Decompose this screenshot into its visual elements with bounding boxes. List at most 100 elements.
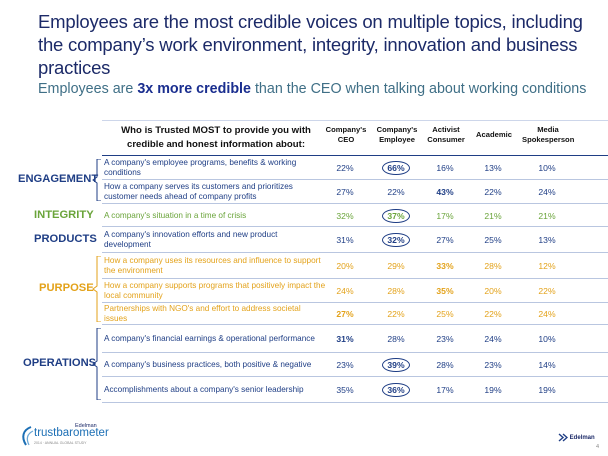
cell-value: 25%: [484, 235, 502, 245]
value-cell: 22%: [468, 303, 518, 325]
value-cell: 13%: [468, 156, 518, 180]
circled-value: 36%: [382, 383, 410, 397]
value-cell: 27%: [320, 180, 370, 204]
value-cell: 24%: [522, 180, 572, 204]
column-header-employee: Company's Employee: [376, 125, 418, 144]
cell-value: 27%: [336, 187, 354, 197]
table-row: Partnerships with NGO's and effort to ad…: [102, 303, 608, 325]
table-row: Accomplishments about a company's senior…: [102, 377, 608, 403]
cell-value: 13%: [538, 235, 556, 245]
cell-value: 28%: [484, 261, 502, 271]
value-cell: 23%: [468, 353, 518, 377]
cell-value: 19%: [538, 385, 556, 395]
table-row: A company's financial earnings & operati…: [102, 325, 608, 353]
value-cell: 29%: [371, 253, 421, 279]
value-cell: 17%: [420, 377, 470, 403]
cell-value: 28%: [387, 334, 405, 344]
cell-value: 12%: [538, 261, 556, 271]
cell-value: 23%: [336, 360, 354, 370]
value-cell: 36%: [371, 377, 421, 403]
cell-value: 24%: [538, 309, 556, 319]
value-cell: 32%: [320, 204, 370, 227]
cell-value: 28%: [387, 286, 405, 296]
cell-value: 17%: [436, 385, 454, 395]
value-cell: 23%: [420, 325, 470, 353]
trustbarometer-logo: Edelman trustbarometer 2014 · ANNUAL GLO…: [20, 423, 109, 449]
group-label: OPERATIONS: [23, 357, 97, 369]
credibility-table: Who is Trusted MOST to provide you with …: [102, 120, 608, 422]
value-cell: 33%: [420, 253, 470, 279]
value-cell: 35%: [320, 377, 370, 403]
cell-value: 22%: [336, 163, 354, 173]
value-cell: 23%: [320, 353, 370, 377]
value-cell: 43%: [420, 180, 470, 204]
cell-value: 27%: [336, 309, 354, 319]
cell-value: 24%: [538, 187, 556, 197]
cell-value: 14%: [538, 360, 556, 370]
value-cell: 25%: [420, 303, 470, 325]
cell-value: 31%: [336, 235, 354, 245]
value-cell: 37%: [371, 204, 421, 227]
value-cell: 28%: [371, 279, 421, 303]
cell-value: 24%: [336, 286, 354, 296]
group-bracket: [92, 256, 101, 322]
subtitle-tail: than the CEO when talking about working …: [250, 81, 587, 97]
table-row: A company's innovation efforts and new p…: [102, 227, 608, 253]
circled-value: 39%: [382, 358, 410, 372]
column-header-academic: Academic: [476, 130, 512, 139]
value-cell: 20%: [320, 253, 370, 279]
cell-value: 17%: [436, 210, 454, 221]
cell-value: 22%: [538, 286, 556, 296]
value-cell: 28%: [371, 325, 421, 353]
value-cell: 35%: [420, 279, 470, 303]
cell-value: 19%: [484, 385, 502, 395]
value-cell: 25%: [468, 227, 518, 253]
value-cell: 39%: [371, 353, 421, 377]
table-header: Who is Trusted MOST to provide you with …: [102, 120, 608, 156]
value-cell: 66%: [371, 156, 421, 180]
topic-label: A company's innovation efforts and new p…: [104, 230, 278, 249]
group-bracket: [92, 328, 101, 400]
logo-tagline: 2014 · ANNUAL GLOBAL STUDY: [34, 441, 87, 445]
group-label: PRODUCTS: [34, 233, 97, 245]
circled-value: 32%: [382, 233, 410, 247]
value-cell: 27%: [320, 303, 370, 325]
cell-value: 33%: [436, 261, 454, 271]
table-row: A company's employee programs, benefits …: [102, 156, 608, 180]
cell-value: 22%: [387, 187, 405, 197]
value-cell: 32%: [371, 227, 421, 253]
cell-value: 22%: [484, 309, 502, 319]
cell-value: 21%: [538, 210, 556, 221]
cell-value: 27%: [436, 235, 454, 245]
cell-value: 35%: [436, 286, 454, 296]
group-bracket: [92, 159, 101, 201]
table-row: A company's business practices, both pos…: [102, 353, 608, 377]
value-cell: 19%: [522, 377, 572, 403]
value-cell: 14%: [522, 353, 572, 377]
topic-label: How a company supports programs that pos…: [104, 281, 326, 300]
cell-value: 28%: [436, 360, 454, 370]
cell-value: 23%: [436, 334, 454, 344]
group-label: INTEGRITY: [34, 208, 94, 221]
topic-label: A company's business practices, both pos…: [104, 360, 312, 369]
column-header-ceo: Company's CEO: [325, 125, 367, 144]
topic-label: A company's situation in a time of crisi…: [104, 210, 247, 220]
edelman-mark: Edelman: [558, 433, 595, 442]
value-cell: 10%: [522, 156, 572, 180]
group-label: PURPOSE: [39, 282, 94, 294]
value-cell: 24%: [320, 279, 370, 303]
page-number: 4: [596, 444, 600, 450]
column-header-media: Media Spokesperson: [522, 125, 575, 144]
value-cell: 22%: [371, 303, 421, 325]
value-cell: 24%: [468, 325, 518, 353]
table-row: How a company uses its resources and inf…: [102, 253, 608, 279]
edelman-mark-text: Edelman: [569, 435, 595, 442]
value-cell: 24%: [522, 303, 572, 325]
value-cell: 31%: [320, 227, 370, 253]
value-cell: 13%: [522, 227, 572, 253]
table-row: How a company supports programs that pos…: [102, 279, 608, 303]
value-cell: 16%: [420, 156, 470, 180]
slide-title: Employees are the most credible voices o…: [38, 11, 583, 78]
value-cell: 22%: [371, 180, 421, 204]
cell-value: 13%: [484, 163, 502, 173]
